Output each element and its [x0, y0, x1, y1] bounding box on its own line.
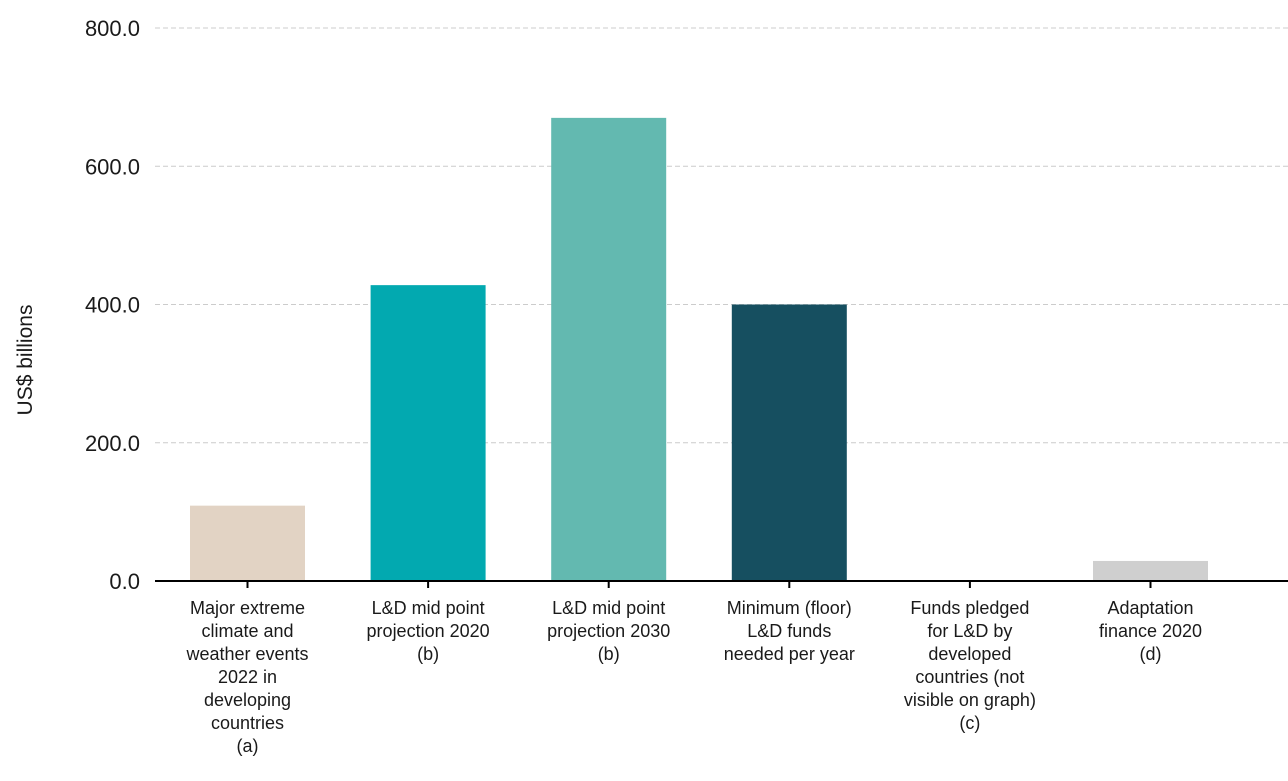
axes [155, 581, 1288, 588]
y-tick-label: 600.0 [85, 154, 140, 179]
bar [732, 305, 847, 582]
y-tick-label: 0.0 [109, 569, 140, 594]
y-tick-label: 200.0 [85, 431, 140, 456]
bar [190, 506, 305, 581]
bar [1093, 561, 1208, 581]
y-tick-label: 400.0 [85, 293, 140, 318]
grid-lines [155, 28, 1288, 443]
bar [371, 285, 486, 581]
y-tick-label: 800.0 [85, 16, 140, 41]
y-axis-title: US$ billions [14, 305, 37, 416]
bar [551, 118, 666, 581]
bars [190, 118, 1208, 581]
